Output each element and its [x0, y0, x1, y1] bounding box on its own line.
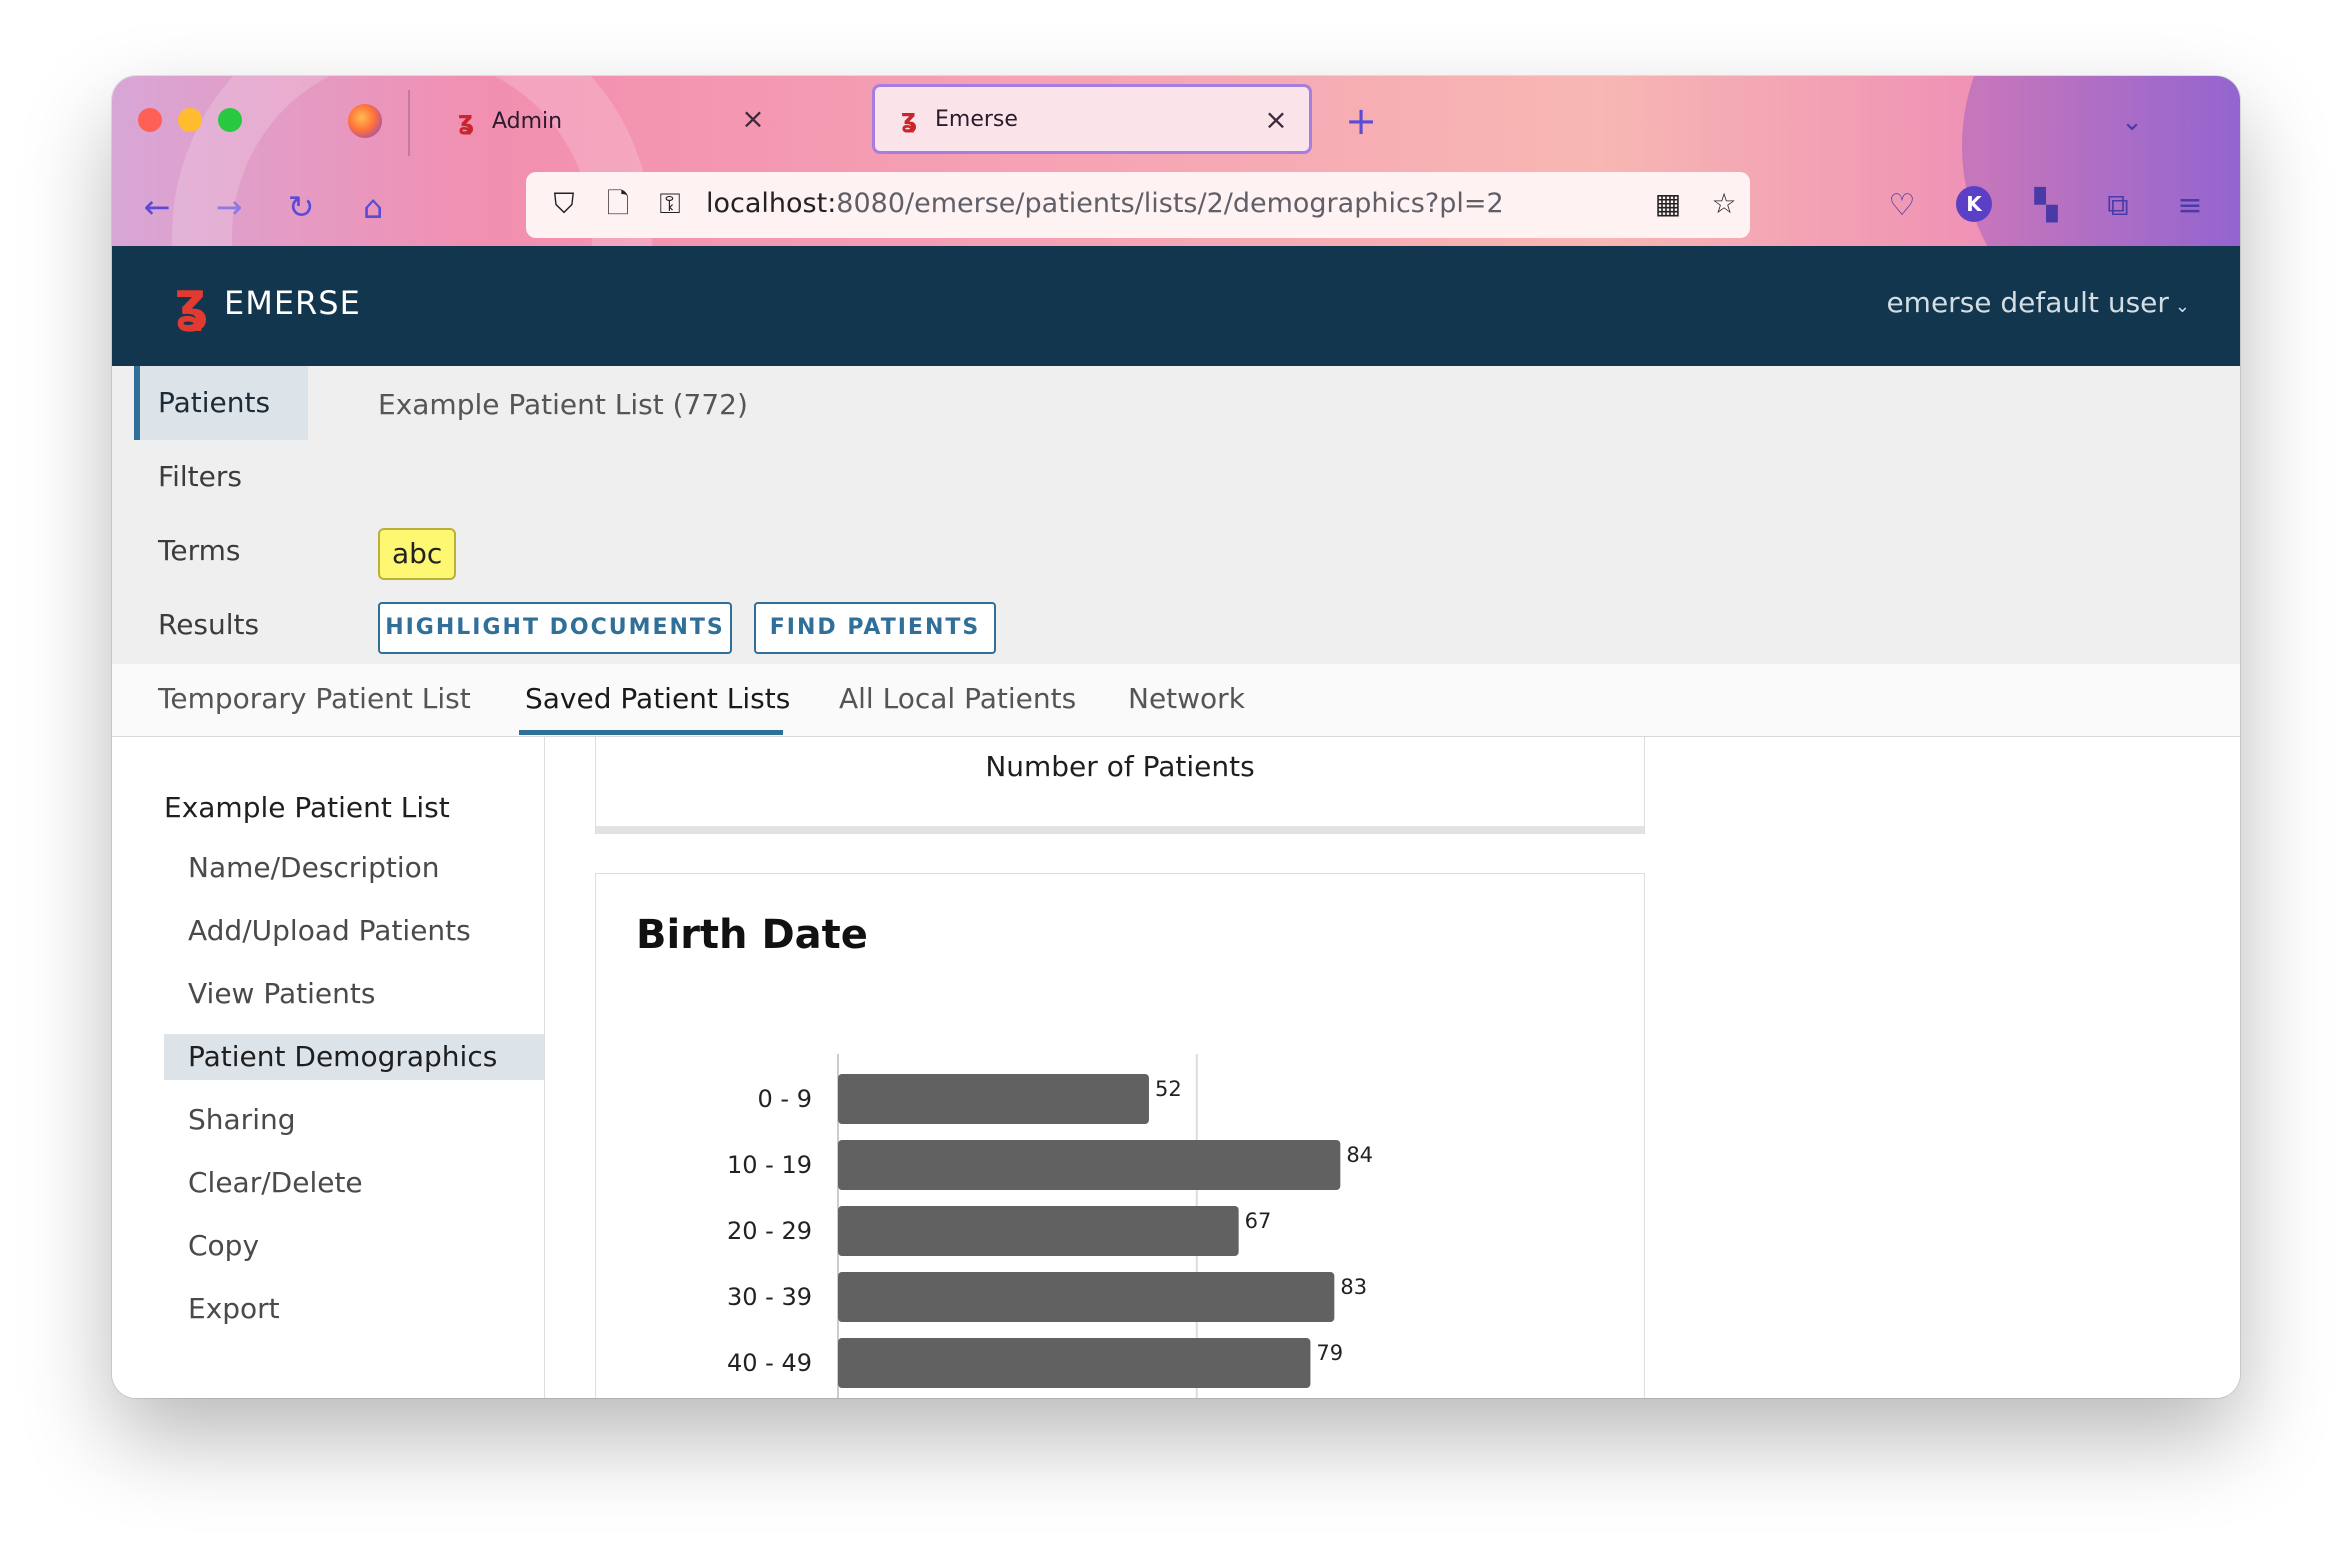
chart-category-label: 20 - 29 [727, 1217, 812, 1245]
highlight-documents-button[interactable]: HIGHLIGHT DOCUMENTS [378, 602, 732, 654]
nav-item-view-patients[interactable]: View Patients [188, 977, 376, 1010]
emerse-logo-icon[interactable]: ʓ [174, 270, 209, 333]
tab-label: Admin [492, 108, 563, 134]
chart-bar[interactable] [838, 1140, 1341, 1190]
nav-item-sharing[interactable]: Sharing [188, 1103, 296, 1136]
chart-bar[interactable] [838, 1338, 1311, 1388]
puzzle-extension-icon[interactable]: ⧉ [2107, 188, 2129, 223]
address-bar[interactable]: ⛉ 🗋 ⚿ localhost:8080/emerse/patients/lis… [526, 172, 1750, 238]
bookmark-star-icon[interactable]: ☆ [1711, 187, 1737, 220]
browser-window: ʓ Admin × ʓ Emerse × + ⌄ ← → ↻ ⌂ ⛉ 🗋 ⚿ l… [112, 76, 2240, 1398]
pocket-icon[interactable]: ♡ [1888, 188, 1916, 223]
reload-icon[interactable]: ↻ [287, 188, 315, 226]
extensions-grid-icon[interactable]: ▚ [2034, 188, 2058, 223]
chart-value-label: 67 [1245, 1209, 1272, 1233]
chart-value-label: 83 [1340, 1275, 1367, 1299]
maximize-window-button[interactable] [218, 108, 242, 132]
birth-date-bar-chart: 0 - 9 52 10 - 19 84 20 - 29 67 30 - 39 83 40 - 4… [727, 1054, 1373, 1398]
nav-item-add-upload-patients[interactable]: Add/Upload Patients [188, 914, 471, 947]
term-chip[interactable]: abc [378, 528, 457, 580]
patient-count-card: Number of Patients [595, 737, 1645, 834]
demographics-content: Number of Patients Birth Date 0 - 9 52 10 … [545, 737, 2240, 1398]
minimize-window-button[interactable] [178, 108, 202, 132]
birth-date-title: Birth Date [636, 912, 868, 958]
close-tab-icon[interactable]: × [741, 102, 765, 135]
search-summary-panel: Patients Example Patient List (772) Filt… [112, 366, 2240, 664]
patients-section-link[interactable]: Patients [134, 366, 308, 440]
tab-saved-patient-lists[interactable]: Saved Patient Lists [525, 682, 791, 715]
app-header: ʓ EMERSE emerse default user ⌄ [112, 246, 2240, 366]
chart-bar[interactable] [838, 1206, 1239, 1256]
nav-item-name-description[interactable]: Name/Description [188, 851, 440, 884]
chart-category-label: 40 - 49 [727, 1349, 812, 1377]
nav-item-clear-delete[interactable]: Clear/Delete [188, 1166, 363, 1199]
terms-section-link[interactable]: Terms [158, 534, 241, 567]
results-section-link[interactable]: Results [158, 608, 260, 641]
tab-emerse[interactable]: ʓ Emerse × [872, 84, 1312, 154]
chart-category-label: 10 - 19 [727, 1151, 812, 1179]
firefox-icon [348, 104, 382, 138]
back-icon[interactable]: ← [143, 188, 171, 226]
url-text[interactable]: localhost:8080/emerse/patients/lists/2/d… [706, 188, 1504, 219]
active-tab-indicator [519, 730, 783, 735]
number-of-patients-label: Number of Patients [985, 750, 1255, 783]
chart-category-label: 30 - 39 [727, 1283, 812, 1311]
list-sidebar: Example Patient List Name/Description Ad… [112, 737, 545, 1398]
find-patients-button[interactable]: FIND PATIENTS [754, 602, 996, 654]
tab-network[interactable]: Network [1128, 682, 1245, 715]
key-icon[interactable]: ⚿ [659, 187, 681, 220]
chart-value-label: 84 [1346, 1143, 1373, 1167]
chart-value-label: 79 [1316, 1341, 1343, 1365]
tab-temporary-patient-list[interactable]: Temporary Patient List [158, 682, 471, 715]
tab-label: Emerse [935, 106, 1018, 132]
emerse-favicon-icon: ʓ [457, 106, 475, 136]
home-icon[interactable]: ⌂ [362, 188, 384, 226]
emerse-favicon-icon: ʓ [900, 104, 918, 134]
nav-item-patient-demographics[interactable]: Patient Demographics [164, 1034, 544, 1080]
chevron-down-icon: ⌄ [2174, 296, 2190, 317]
nav-item-copy[interactable]: Copy [188, 1229, 260, 1262]
tab-admin[interactable]: ʓ Admin × [432, 86, 978, 156]
chart-value-label: 52 [1155, 1077, 1182, 1101]
list-title: Example Patient List [164, 791, 450, 824]
shield-icon[interactable]: ⛉ [553, 187, 575, 220]
brand-name[interactable]: EMERSE [224, 284, 361, 322]
nav-item-export[interactable]: Export [188, 1292, 280, 1325]
patient-list-tabs: Temporary Patient List Saved Patient Lis… [112, 664, 2240, 737]
tab-separator [408, 90, 410, 156]
page-icon[interactable]: 🗋 [606, 187, 630, 220]
menu-icon[interactable]: ≡ [2177, 188, 2203, 223]
close-window-button[interactable] [138, 108, 162, 132]
chart-bar[interactable] [838, 1074, 1149, 1124]
birth-date-card: Birth Date 0 - 9 52 10 - 19 84 20 - 29 67 30 -… [595, 873, 1645, 1398]
new-tab-icon[interactable]: + [1345, 99, 1377, 143]
user-menu[interactable]: emerse default user ⌄ [1886, 286, 2190, 319]
close-tab-icon[interactable]: × [1264, 103, 1288, 136]
chart-bar[interactable] [838, 1272, 1335, 1322]
browser-chrome: ʓ Admin × ʓ Emerse × + ⌄ ← → ↻ ⌂ ⛉ 🗋 ⚿ l… [112, 76, 2240, 476]
forward-icon[interactable]: → [215, 188, 243, 226]
filters-section-link[interactable]: Filters [158, 460, 242, 493]
list-all-tabs-icon[interactable]: ⌄ [2121, 107, 2143, 137]
account-avatar[interactable]: K [1956, 186, 1992, 222]
tab-all-local-patients[interactable]: All Local Patients [839, 682, 1077, 715]
patient-list-name[interactable]: Example Patient List (772) [378, 388, 748, 421]
qr-code-icon[interactable]: ▦ [1654, 187, 1682, 220]
chart-category-label: 0 - 9 [758, 1085, 812, 1113]
